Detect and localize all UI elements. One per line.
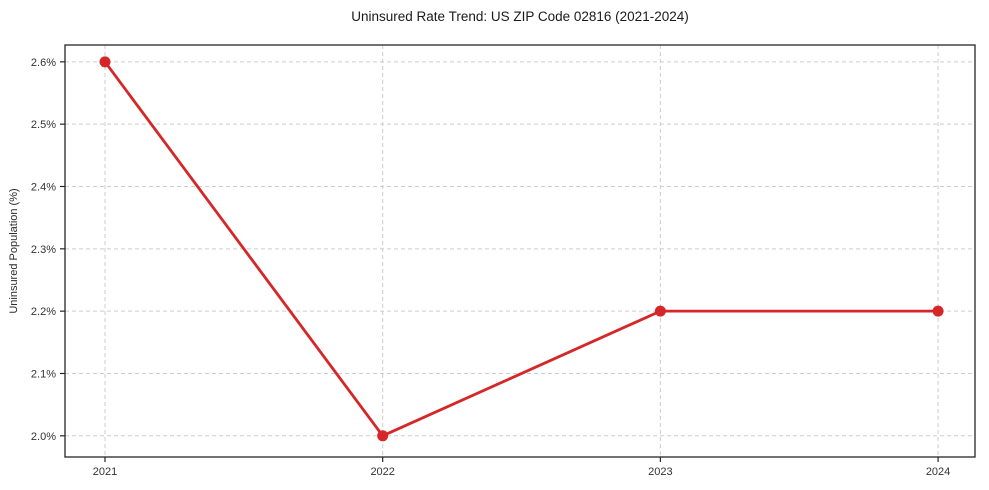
y-tick-label: 2.0% — [31, 431, 56, 443]
y-tick-label: 2.6% — [31, 57, 56, 69]
data-point-marker — [654, 305, 666, 317]
data-point-marker — [932, 305, 944, 317]
y-tick-label: 2.2% — [31, 306, 56, 318]
chart-title: Uninsured Rate Trend: US ZIP Code 02816 … — [351, 9, 689, 24]
x-tick-label: 2021 — [93, 466, 117, 478]
trend-line — [103, 60, 940, 438]
plot-border — [64, 44, 976, 458]
y-tick-label: 2.1% — [31, 368, 56, 380]
x-tick-label: 2023 — [648, 466, 672, 478]
y-tick-label: 2.5% — [31, 119, 56, 131]
x-tick-label: 2022 — [370, 466, 394, 478]
y-tick-label: 2.3% — [31, 244, 56, 256]
data-point-marker — [377, 430, 389, 442]
x-tick-label: 2024 — [926, 466, 950, 478]
y-tick-label: 2.4% — [31, 181, 56, 193]
data-point-marker — [99, 56, 111, 68]
